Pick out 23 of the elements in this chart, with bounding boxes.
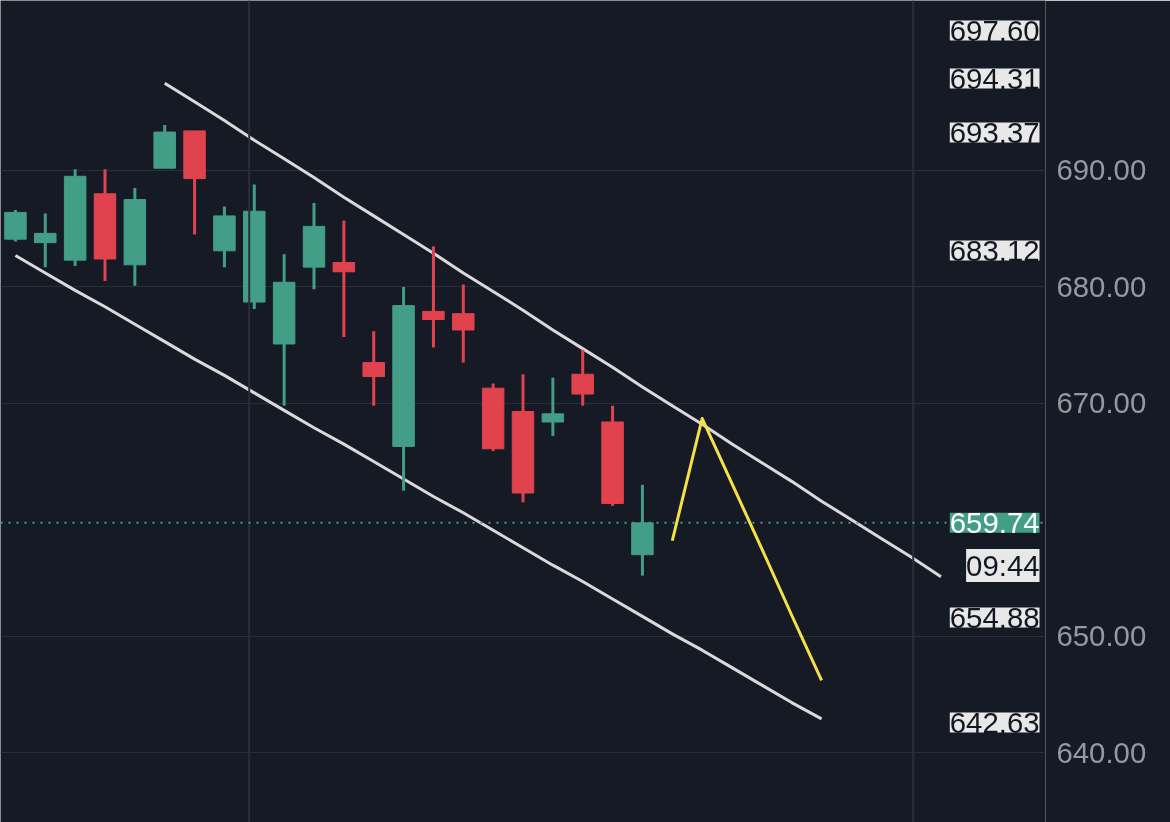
candlestick: [34, 213, 57, 269]
candlestick: [422, 246, 445, 348]
text: 09:44: [966, 549, 1040, 582]
candlestick: [362, 331, 385, 406]
annotation: 697.60: [949, 13, 1040, 47]
candlestick: [332, 220, 356, 337]
y-tick-label: 650.00: [1056, 619, 1147, 653]
y-tick-label: 640.00: [1056, 735, 1147, 769]
candlestick: [452, 284, 475, 363]
annotation: 654.88: [949, 600, 1040, 634]
line-series: [13, 253, 824, 721]
line-series: [163, 81, 943, 579]
annotation: 683.12: [949, 233, 1040, 267]
annotation: 642.63: [949, 705, 1040, 739]
candlestick: [571, 348, 594, 406]
y-tick-label: 680.00: [1056, 269, 1147, 303]
y-tick-label: 690.00: [1056, 153, 1147, 187]
annotation: 694.31: [949, 61, 1040, 95]
ref-line-label: 659.74: [949, 505, 1040, 539]
line-series: [670, 416, 824, 682]
candlestick: [541, 377, 565, 436]
y-tick-label: 670.00: [1056, 386, 1147, 420]
annotation: 693.37: [949, 115, 1040, 149]
